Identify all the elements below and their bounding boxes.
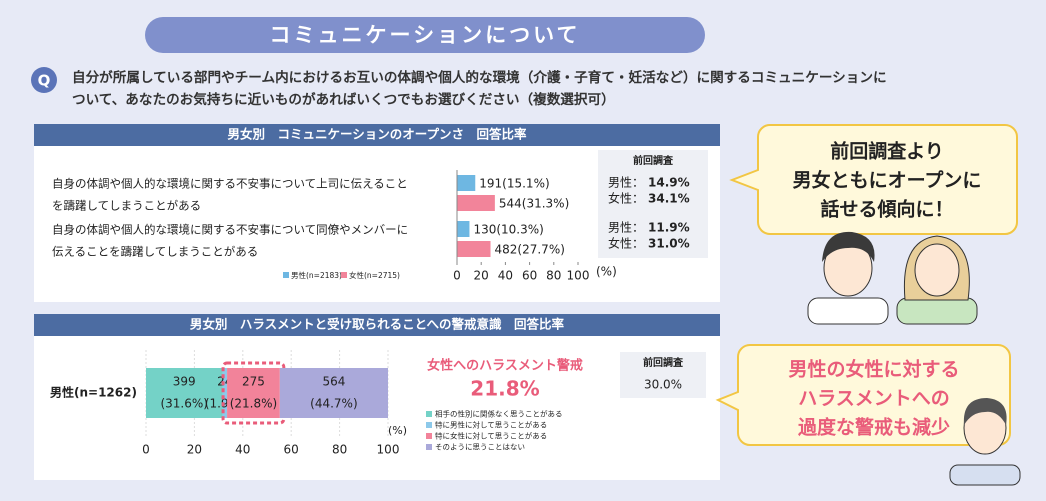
panel-header (34, 124, 720, 146)
panel-header (34, 314, 720, 336)
count-label: 275 (242, 375, 265, 389)
panel-title: 男女別 コミュニケーションのオープンさ 回答比率 (227, 127, 527, 142)
previous-title: 前回調査 (633, 154, 674, 167)
question-line: 自分が所属している部門やチーム内におけるお互いの体調や個人的な環境（介護・子育て… (72, 69, 887, 86)
previous-box (598, 150, 708, 258)
value-label: 544(31.3%) (499, 197, 569, 211)
value-label: (21.8%) (230, 397, 277, 411)
legend-label: そのように思うことはない (435, 443, 525, 452)
bubble-text: 過度な警戒も減少 (798, 416, 950, 439)
bar-segment (146, 368, 223, 418)
count-label: 564 (322, 375, 345, 389)
previous-box (620, 352, 706, 398)
x-tick-label: 20 (187, 443, 202, 457)
bar (457, 175, 476, 191)
legend-swatch (341, 272, 347, 278)
q-mark: Q (38, 72, 51, 90)
page-title: コミュニケーションについて (270, 23, 581, 47)
legend-swatch (426, 422, 432, 428)
previous-value: 31.0% (648, 237, 690, 251)
category-label: を躊躇してしまうことがある (52, 199, 201, 213)
legend-label: 特に女性に対して思うことがある (435, 431, 547, 441)
category-label: 自身の体調や個人的な環境に関する不安事について同僚やメンバーに (52, 223, 408, 237)
q-badge (31, 67, 57, 93)
previous-value: 11.9% (648, 221, 690, 235)
previous-title: 前回調査 (643, 356, 684, 369)
legend-swatch (426, 444, 432, 450)
value-label: 482(27.7%) (495, 243, 565, 257)
x-tick-label: 0 (453, 269, 461, 283)
category-label: 男性(n=1262) (50, 385, 137, 400)
value-label: (44.7%) (310, 397, 357, 411)
highlight-title: 女性へのハラスメント警戒 (427, 358, 583, 374)
previous-value: 30.0% (644, 378, 682, 392)
bubble-text: ハラスメントへの (798, 388, 950, 410)
illustration (807, 231, 1021, 486)
x-axis-label: (%) (596, 265, 617, 279)
panel-title: 男女別 ハラスメントと受け取られることへの警戒意識 回答比率 (190, 317, 565, 332)
title-pill (145, 17, 705, 53)
bubble-text: 話せる傾向に！ (820, 198, 953, 221)
bar-segment (227, 368, 280, 418)
highlight-value: 21.8% (470, 377, 539, 401)
x-tick-label: 100 (567, 269, 590, 283)
value-label: 191(15.1%) (479, 177, 549, 191)
x-tick-label: 0 (142, 443, 150, 457)
bubble-text: 男性の女性に対する (788, 358, 959, 381)
speech-bubble (729, 124, 1018, 235)
previous-value: 34.1% (648, 192, 690, 206)
legend-swatch (283, 272, 289, 278)
x-tick-label: 20 (474, 269, 489, 283)
previous-label: 女性： (608, 191, 644, 206)
bar (457, 221, 470, 237)
legend-label: 男性(n=2183) (291, 270, 342, 280)
previous-value: 14.9% (648, 176, 690, 190)
bubble-text: 男女ともにオープンに (793, 169, 982, 192)
value-label: (31.6%) (160, 397, 207, 411)
bar (457, 195, 495, 211)
category-label: 伝えることを躊躇してしまうことがある (52, 245, 258, 259)
previous-label: 男性： (608, 176, 644, 190)
previous-label: 女性： (608, 236, 644, 251)
bar-segment (279, 368, 388, 418)
value-label: 130(10.3%) (473, 223, 543, 237)
x-tick-label: 80 (546, 269, 561, 283)
bubble-text: 前回調査より (830, 140, 944, 163)
legend-swatch (426, 411, 432, 417)
bar-segment (222, 368, 228, 418)
x-tick-label: 40 (498, 269, 513, 283)
category-label: 自身の体調や個人的な環境に関する不安事について上司に伝えること (52, 177, 408, 191)
x-axis-label: (%) (388, 424, 407, 437)
legend-label: 相手の性別に関係なく思うことがある (435, 409, 563, 419)
count-label: 399 (173, 375, 196, 389)
previous-label: 男性： (608, 221, 644, 235)
x-tick-label: 80 (332, 443, 347, 457)
bar (457, 241, 491, 257)
x-tick-label: 60 (522, 269, 537, 283)
legend-label: 女性(n=2715) (349, 270, 400, 280)
question-line: ついて、あなたのお気持ちに近いものがあればいくつでもお選びください（複数選択可） (72, 91, 615, 108)
speech-bubble (715, 344, 1011, 446)
x-tick-label: 60 (284, 443, 299, 457)
x-tick-label: 40 (235, 443, 250, 457)
x-tick-label: 100 (377, 443, 400, 457)
legend-label: 特に男性に対して思うことがある (435, 420, 547, 430)
legend-swatch (426, 433, 432, 439)
